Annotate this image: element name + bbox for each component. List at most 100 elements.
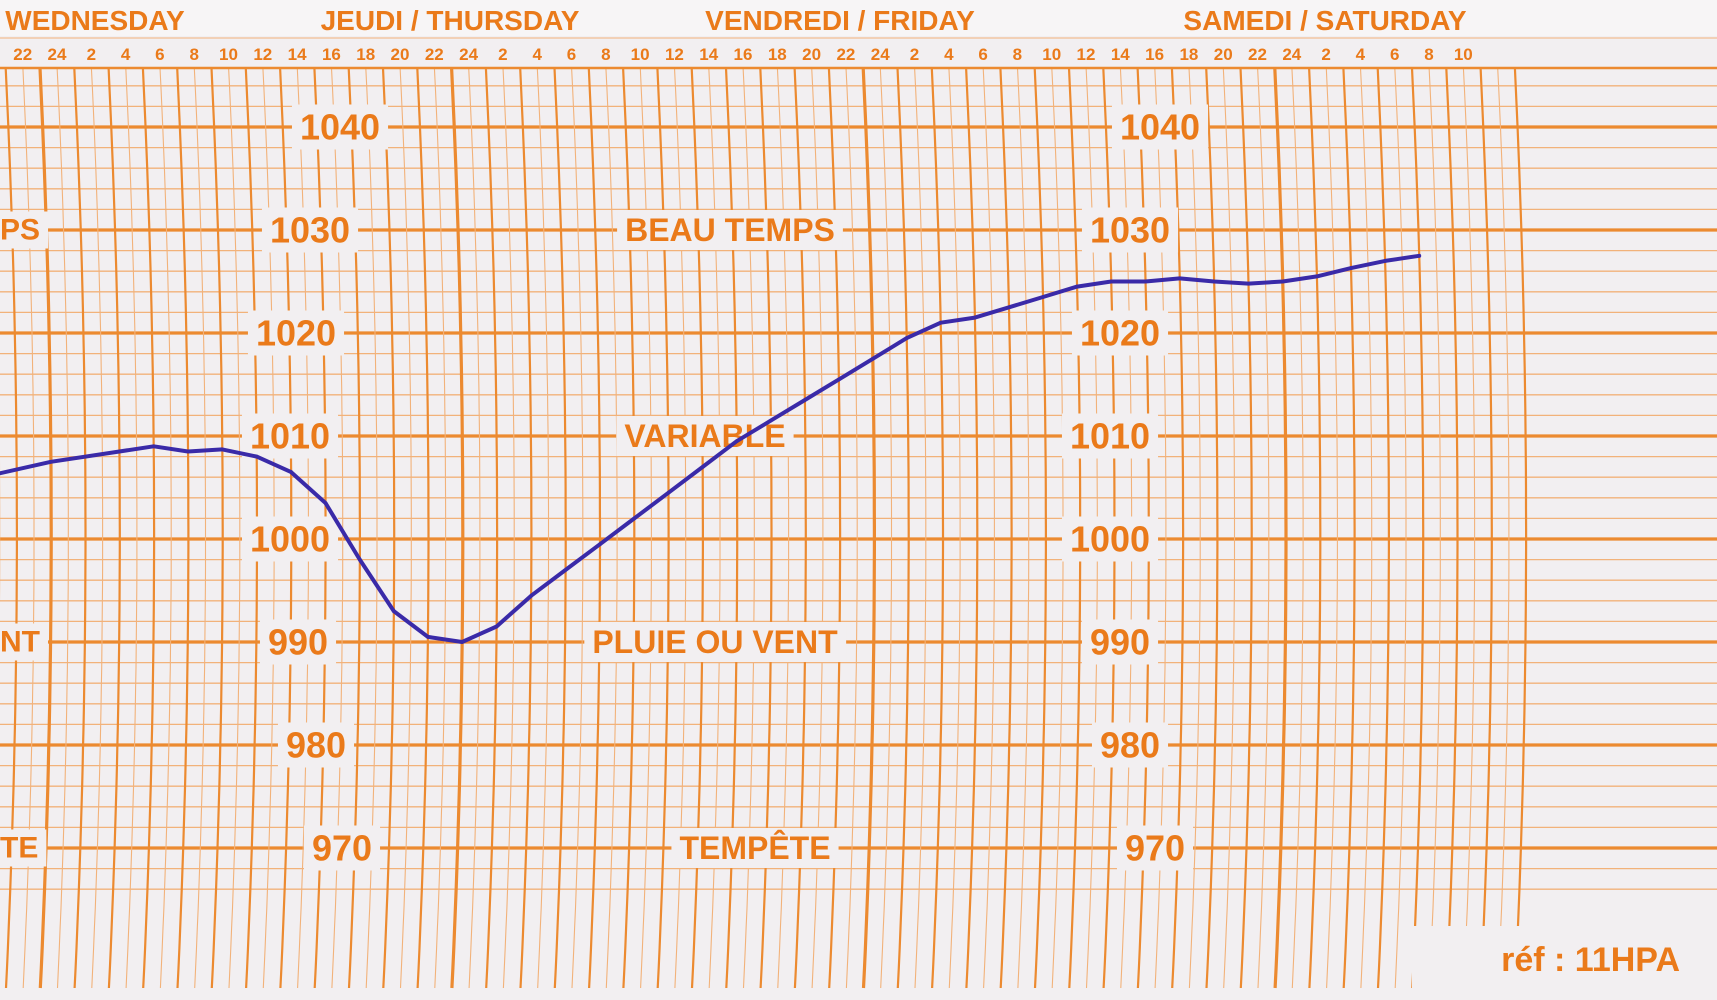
- minor-hour-arc-line: [159, 67, 172, 989]
- day-arc-line: [450, 67, 465, 989]
- hour-tick-label: 24: [871, 45, 890, 64]
- pressure-trace-point: [769, 418, 773, 423]
- pressure-label-left-1000: 1000: [250, 519, 330, 560]
- edge-label-2-group: TE: [0, 829, 47, 867]
- hour-tick-label: 10: [631, 45, 650, 64]
- weather-label-0: BEAU TEMPS: [625, 212, 835, 248]
- pressure-label-left-1010-group: 1010: [241, 413, 339, 459]
- pressure-trace-point: [973, 315, 977, 320]
- hour-tick-label: 4: [944, 45, 954, 64]
- minor-hour-arc-line: [571, 67, 584, 989]
- hour-arc-line: [176, 67, 190, 989]
- minor-hour-arc-line: [1325, 67, 1338, 989]
- pressure-label-left-970-group: 970: [303, 825, 381, 871]
- pressure-label-right-1020-group: 1020: [1071, 310, 1169, 356]
- hour-tick-label: 24: [459, 45, 478, 64]
- pressure-trace-point: [904, 336, 909, 340]
- pressure-trace-point: [358, 557, 362, 562]
- hour-tick-label: 2: [910, 45, 919, 64]
- weather-label-3: TEMPÊTE: [679, 830, 830, 866]
- pressure-trace-point: [323, 501, 328, 505]
- hour-arc-line: [107, 67, 121, 989]
- pressure-trace-point: [598, 542, 602, 546]
- pressure-trace-point: [1383, 259, 1387, 263]
- weather-label-1: VARIABLE: [624, 418, 785, 454]
- hour-tick-label: 2: [498, 45, 507, 64]
- hour-arc-line: [1376, 67, 1390, 989]
- pressure-trace-point: [734, 439, 739, 444]
- minor-hour-arc-line: [948, 67, 961, 989]
- minor-hour-arc-line: [502, 67, 515, 989]
- hour-tick-label: 24: [1282, 45, 1301, 64]
- day-label-2: VENDREDI / FRIDAY: [705, 5, 975, 36]
- minor-hour-arc-line: [193, 67, 207, 989]
- day-label-0: WEDNESDAY: [5, 5, 185, 36]
- hour-tick-label: 16: [734, 45, 753, 64]
- hour-arc-line: [1033, 67, 1047, 989]
- hour-tick-label: 22: [425, 45, 444, 64]
- pressure-label-right-1010: 1010: [1070, 416, 1150, 457]
- hour-tick-label: 18: [1179, 45, 1198, 64]
- minor-hour-arc-line: [1462, 67, 1476, 989]
- hour-tick-label: 6: [567, 45, 576, 64]
- pressure-trace-point: [1315, 274, 1319, 279]
- hour-arc-line: [1342, 67, 1356, 989]
- minor-hour-arc-line: [605, 67, 618, 989]
- weather-label-2: PLUIE OU VENT: [592, 624, 838, 660]
- pressure-trace-point: [392, 609, 396, 613]
- pressure-trace-point: [1349, 266, 1353, 270]
- hour-tick-label: 10: [1042, 45, 1061, 64]
- hour-tick-label: 22: [13, 45, 32, 64]
- pressure-trace-point: [666, 490, 671, 495]
- minor-hour-arc-line: [1428, 67, 1441, 989]
- ref-label: réf : 11HPA: [1501, 941, 1680, 979]
- ref-label-group: réf : 11HPA: [1412, 926, 1712, 1000]
- minor-hour-arc-line: [1257, 67, 1270, 989]
- pressure-trace-point: [1143, 279, 1148, 284]
- hour-tick-label: 2: [87, 45, 96, 64]
- hour-arc-line: [141, 67, 156, 989]
- weather-label-0-group: BEAU TEMPS: [617, 210, 843, 250]
- pressure-trace-point: [117, 449, 122, 454]
- hour-tick-label: 18: [356, 45, 375, 64]
- pressure-trace-point: [1041, 295, 1045, 299]
- day-arc-line: [1273, 67, 1288, 989]
- hour-tick-label: 18: [768, 45, 787, 64]
- hour-tick-label: 14: [1111, 45, 1130, 64]
- hour-tick-label: 4: [1356, 45, 1366, 64]
- minor-hour-arc-line: [914, 67, 927, 989]
- pressure-label-right-990: 990: [1090, 622, 1150, 663]
- pressure-label-right-1020: 1020: [1080, 313, 1160, 354]
- pressure-label-right-990-group: 990: [1081, 619, 1159, 665]
- hour-arc-line: [1308, 67, 1322, 989]
- pressure-label-right-970-group: 970: [1116, 825, 1194, 871]
- day-label-1: JEUDI / THURSDAY: [321, 5, 580, 36]
- pressure-label-right-970: 970: [1125, 828, 1185, 869]
- hour-tick-label: 8: [601, 45, 610, 64]
- pressure-label-left-990: 990: [268, 622, 328, 663]
- hour-tick-label: 4: [532, 45, 542, 64]
- pressure-trace-point: [803, 398, 807, 402]
- hour-tick-label: 20: [802, 45, 821, 64]
- hour-arc-line: [1239, 67, 1253, 989]
- pressure-label-right-1010-group: 1010: [1061, 413, 1159, 459]
- hour-tick-label: 8: [1013, 45, 1022, 64]
- hour-tick-label: 12: [1077, 45, 1096, 64]
- hour-tick-label: 12: [665, 45, 684, 64]
- hour-tick-label: 2: [1321, 45, 1330, 64]
- minor-hour-arc-line: [845, 67, 858, 989]
- pressure-trace-point: [426, 635, 430, 639]
- day-label-3: SAMEDI / SATURDAY: [1183, 5, 1466, 36]
- minor-hour-arc-line: [1016, 67, 1030, 989]
- hour-arc-line: [73, 67, 87, 989]
- pressure-trace-point: [49, 460, 53, 464]
- hour-arc-line: [965, 67, 979, 989]
- edge-label-0-group: PS: [0, 211, 49, 249]
- hour-arc-line: [519, 67, 533, 989]
- minor-hour-arc-line: [1188, 67, 1201, 989]
- pressure-trace-point: [1075, 284, 1079, 289]
- hour-arc-line: [1479, 67, 1493, 989]
- pressure-trace-point: [186, 449, 190, 454]
- hour-tick-label: 20: [391, 45, 410, 64]
